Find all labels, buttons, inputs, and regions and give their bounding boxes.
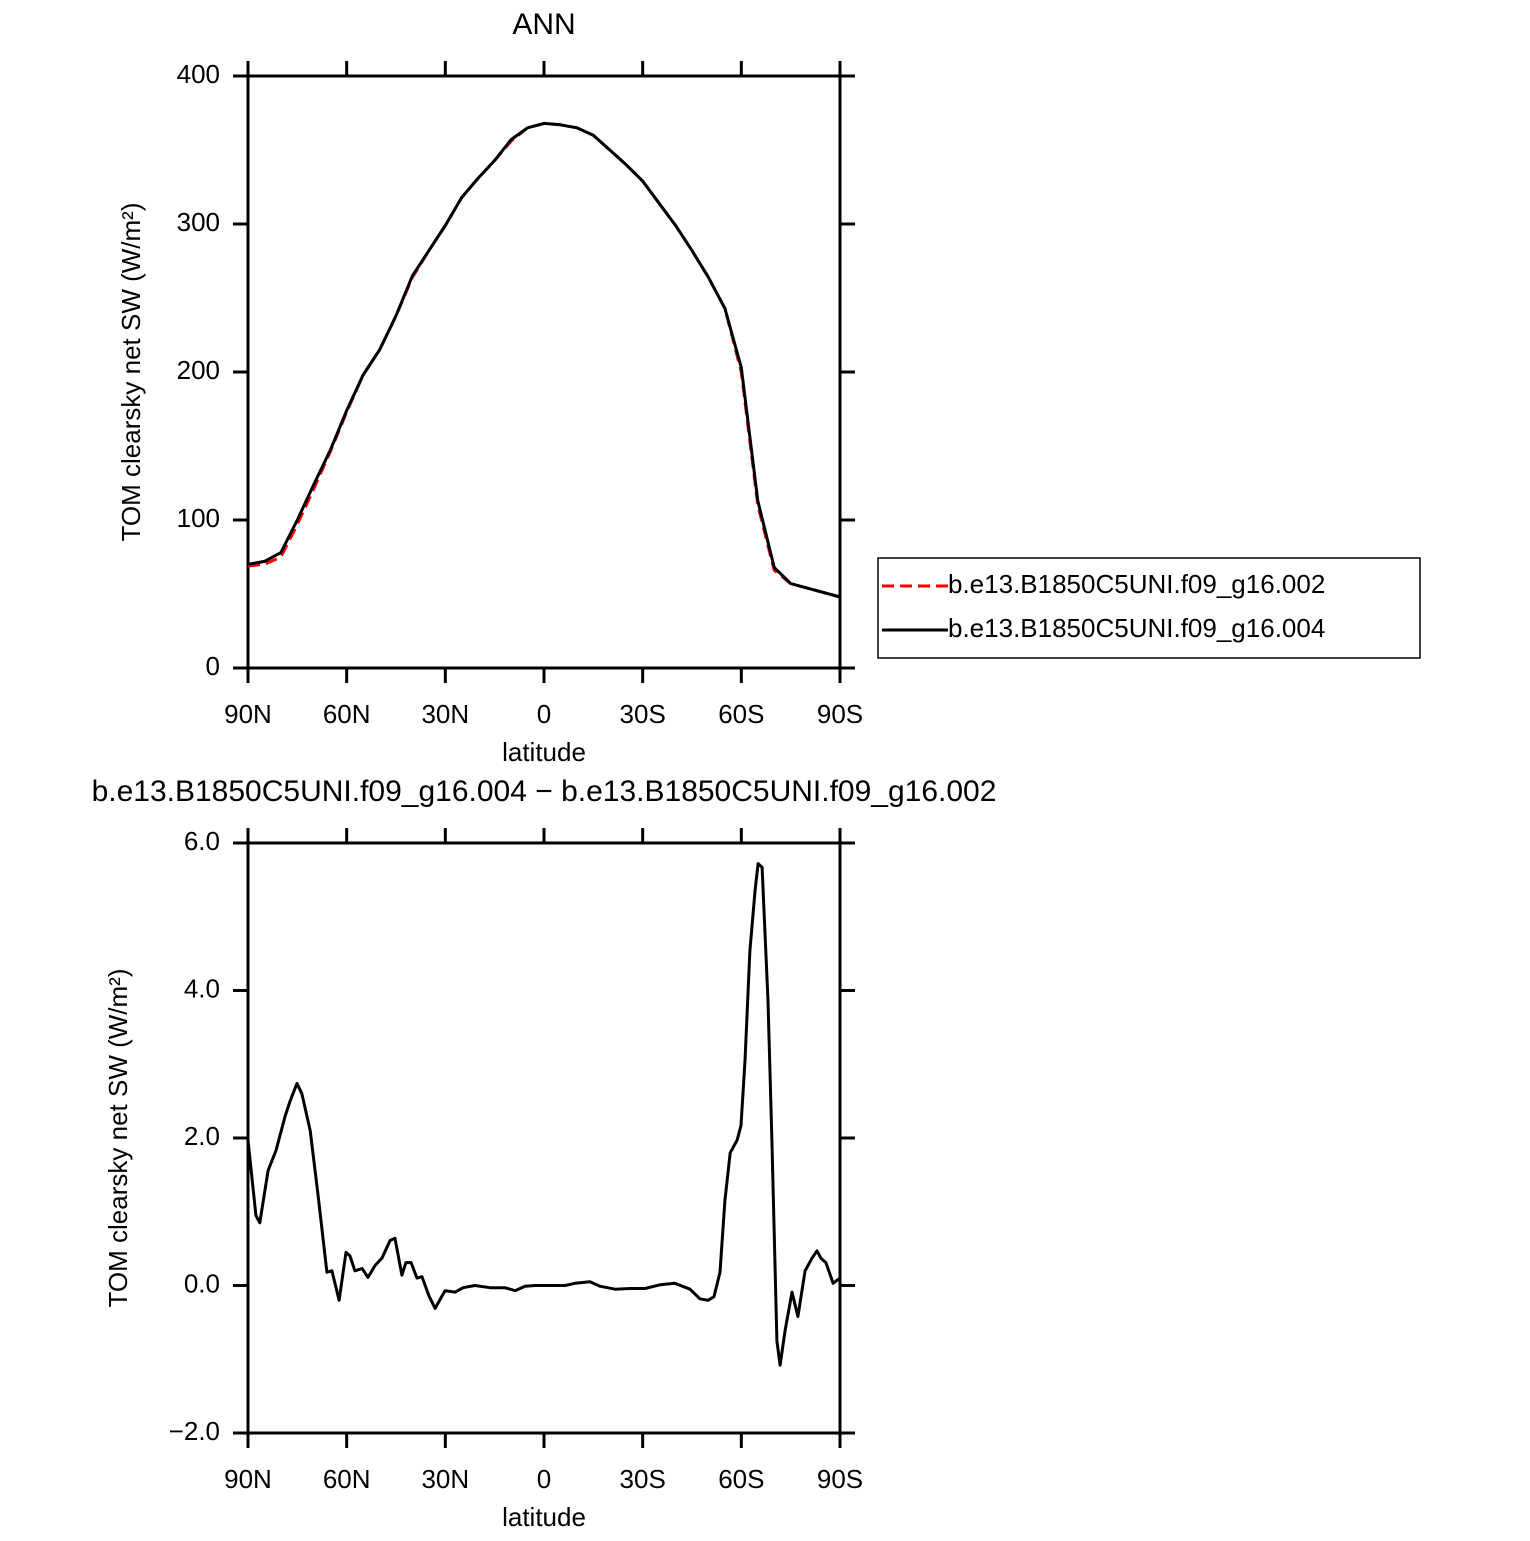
y-tick-label: 400: [177, 59, 220, 89]
y-axis-label: TOM clearsky net SW (W/m²): [116, 203, 146, 542]
x-tick-label: 0: [537, 699, 551, 729]
x-tick-label: 90S: [817, 699, 863, 729]
chart-title: ANN: [512, 8, 575, 41]
y-tick-label: 2.0: [184, 1121, 220, 1151]
x-axis-label: latitude: [502, 1502, 586, 1532]
legend-box: [877, 557, 1421, 659]
x-tick-label: 60N: [323, 699, 371, 729]
data-line: [247, 121, 841, 599]
y-axis-label: TOM clearsky net SW (W/m²): [103, 969, 133, 1308]
x-tick-label: 60S: [718, 1464, 764, 1494]
data-line: [246, 862, 841, 1367]
y-tick-label: 100: [177, 503, 220, 533]
x-tick-label: 90N: [224, 699, 272, 729]
x-tick-label: 30N: [421, 699, 469, 729]
y-tick-label: 300: [177, 207, 220, 237]
x-tick-label: 30N: [421, 1464, 469, 1494]
y-tick-label: 6.0: [184, 826, 220, 856]
data-line: [247, 121, 841, 599]
legend-label: b.e13.B1850C5UNI.f09_g16.004: [948, 613, 1325, 643]
x-tick-label: 30S: [620, 699, 666, 729]
x-tick-label: 60N: [323, 1464, 371, 1494]
chart-title: b.e13.B1850C5UNI.f09_g16.004 − b.e13.B18…: [92, 775, 997, 808]
x-axis-label: latitude: [502, 737, 586, 767]
x-tick-label: 90S: [817, 1464, 863, 1494]
y-tick-label: 0.0: [184, 1268, 220, 1298]
x-tick-label: 60S: [718, 699, 764, 729]
y-tick-label: 200: [177, 355, 220, 385]
plot-frame: [246, 74, 842, 670]
x-tick-label: 90N: [224, 1464, 272, 1494]
x-tick-label: 0: [537, 1464, 551, 1494]
y-tick-label: 0: [206, 651, 220, 681]
y-tick-label: −2.0: [169, 1416, 220, 1446]
legend-label: b.e13.B1850C5UNI.f09_g16.002: [948, 569, 1325, 599]
x-tick-label: 30S: [620, 1464, 666, 1494]
y-tick-label: 4.0: [184, 973, 220, 1003]
